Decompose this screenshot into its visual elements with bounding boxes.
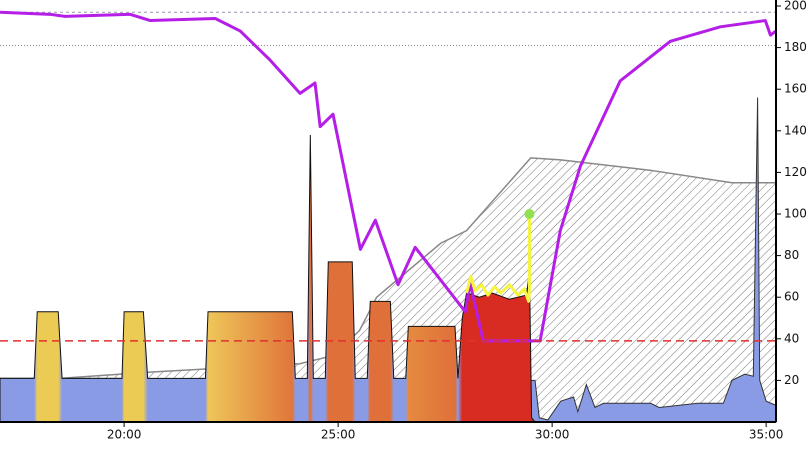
y-tick-label: 100 [784,207,807,221]
x-tick-label: 20:00 [107,428,142,442]
x-tick-label: 35:00 [749,428,784,442]
line [465,214,531,303]
y-tick-label: 60 [784,290,799,304]
x-tick-label: 30:00 [535,428,570,442]
hatched-area [0,157,776,422]
y-tick-label: 160 [784,82,807,96]
hatched-area-edge [0,157,776,380]
y-tick-label: 120 [784,165,807,179]
y-tick-label: 20 [784,373,799,387]
x-tick-label: 25:00 [321,428,356,442]
end-marker [524,209,535,219]
y-tick-label: 180 [784,40,807,54]
line [0,10,777,343]
y-tick-label: 40 [784,331,799,345]
y-tick-label: 200 [784,0,807,13]
y-tick-label: 140 [784,123,807,137]
y-tick-label: 80 [784,248,799,262]
